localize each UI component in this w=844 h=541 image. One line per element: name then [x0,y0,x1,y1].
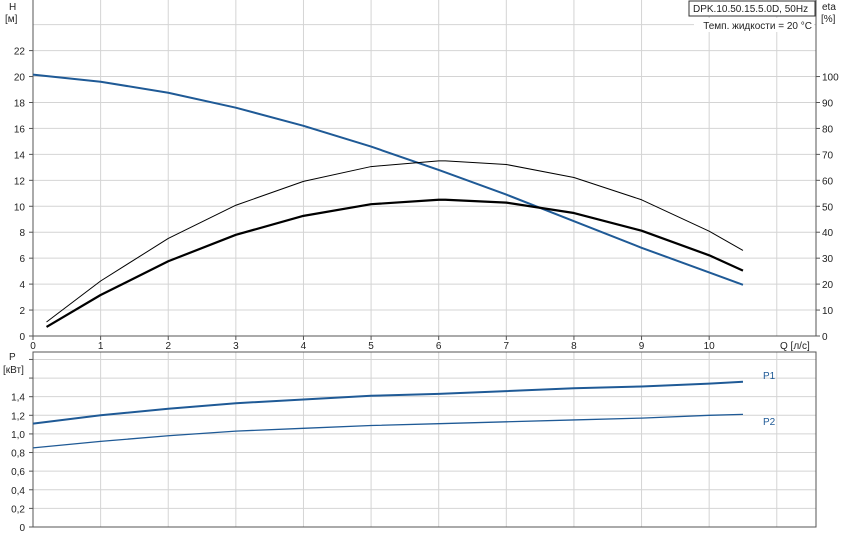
q-tick-label: 4 [301,341,307,352]
h-axis-label: H [9,2,16,13]
h-tick-label: 2 [19,306,25,317]
h-tick-label: 10 [14,202,26,213]
h-tick-label: 20 [14,73,26,84]
annotation-bg [694,18,814,32]
h-tick-label: 6 [19,254,25,265]
temperature-annotation: Темп. жидкости = 20 °C [703,21,812,32]
eta-tick-label: 30 [822,254,834,265]
p-axis-unit: [кВт] [3,365,24,376]
q-tick-label: 0 [30,341,36,352]
eta-tick-label: 40 [822,228,834,239]
p2-power-curve [32,413,743,449]
model-title: DPK.10.50.15.5.0D, 50Hz [693,4,808,15]
p-tick-label: 1,2 [11,411,25,422]
eta-tick-label: 0 [822,332,828,343]
p-tick-label: 1,0 [11,430,25,441]
q-tick-label: 3 [233,341,239,352]
q-tick-label: 7 [504,341,510,352]
q-tick-label: 8 [571,341,577,352]
h-tick-label: 18 [14,98,26,109]
eta-axis-label: eta [822,2,836,13]
eta-tick-label: 60 [822,176,834,187]
q-tick-label: 9 [639,341,645,352]
efficiency-curve-thick [45,198,744,328]
p-tick-label: 0,8 [11,449,25,460]
head-curve [32,73,744,286]
h-tick-label: 4 [19,280,25,291]
p1-label: P1 [763,371,776,382]
head-efficiency-panel: 0246810121416182022010203040506070809010… [14,0,839,352]
h-tick-label: 12 [14,176,26,187]
eta-tick-label: 10 [822,306,834,317]
eta-tick-label: 90 [822,98,834,109]
q-tick-label: 6 [436,341,442,352]
model-title-box [688,0,816,17]
power-plot-frame [32,351,817,528]
eta-tick-label: 20 [822,280,834,291]
power-panel: 0 0,2 0,4 0,6 0,8 1,0 1,2 1,4 [11,351,817,534]
p2-label: P2 [763,417,776,428]
q-tick-label: 5 [368,341,374,352]
q-tick-label: 10 [704,341,716,352]
p-tick-label: 0,6 [11,467,25,478]
h-tick-label: 0 [19,332,25,343]
p1-power-curve [32,380,744,425]
eta-tick-label: 80 [822,124,834,135]
p-tick-label: 0,2 [11,504,25,515]
q-tick-label: 2 [165,341,171,352]
eta-axis-unit: [%] [821,14,836,25]
h-tick-label: 8 [19,228,25,239]
p-axis-label: P [9,352,16,363]
eta-tick-label: 50 [822,202,834,213]
h-tick-label: 22 [14,47,26,58]
h-axis-unit: [м] [5,14,18,25]
eta-tick-label: 70 [822,150,834,161]
p-tick-label: 1,4 [11,393,25,404]
q-axis-label: Q [л/с] [780,341,810,352]
h-tick-label: 16 [14,124,26,135]
h-tick-label: 14 [14,150,26,161]
efficiency-curve-thin [46,160,744,323]
q-tick-label: 1 [98,341,104,352]
eta-tick-label: 100 [822,73,839,84]
p-tick-label: 0 [19,523,25,534]
p-tick-label: 0,4 [11,486,25,497]
